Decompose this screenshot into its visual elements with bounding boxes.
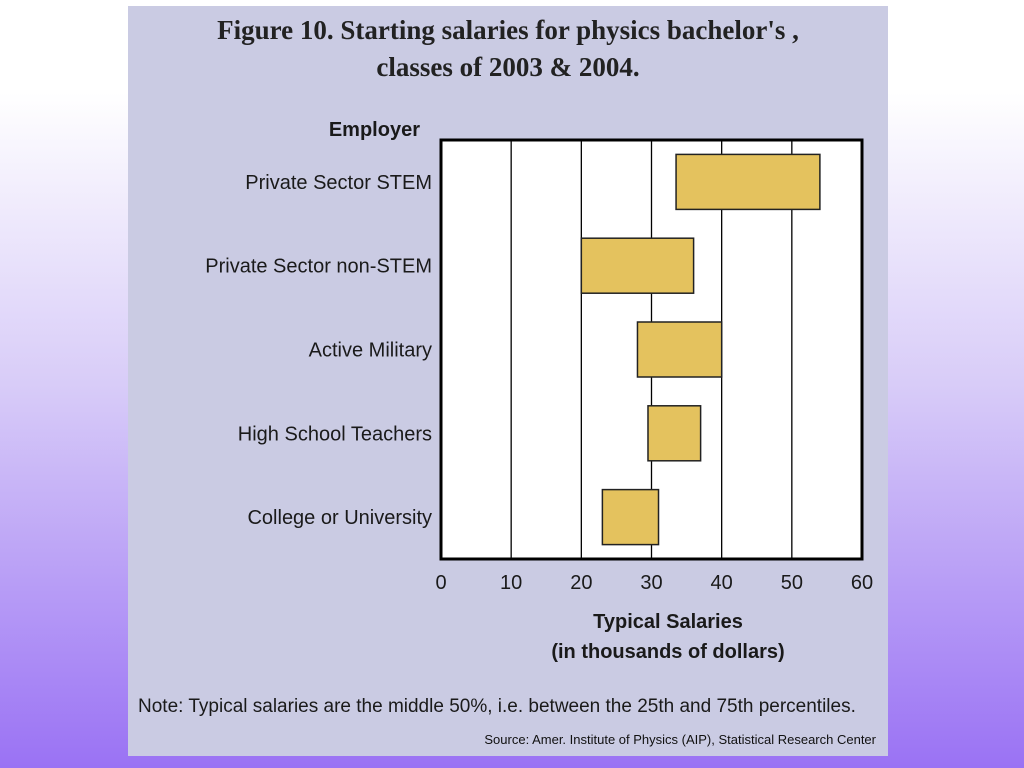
tick-label-60: 60 bbox=[851, 572, 873, 594]
tick-label-30: 30 bbox=[640, 572, 662, 594]
tick-label-0: 0 bbox=[435, 572, 446, 594]
bars bbox=[580, 153, 821, 546]
tick-label-20: 20 bbox=[570, 572, 592, 594]
figure-panel: Figure 10. Starting salaries for physics… bbox=[128, 6, 888, 756]
source-credit: Source: Amer. Institute of Physics (AIP)… bbox=[484, 732, 876, 747]
bar-3 bbox=[636, 321, 723, 378]
x-axis-title-line2: (in thousands of dollars) bbox=[551, 641, 784, 663]
x-axis-title-line1: Typical Salaries bbox=[593, 611, 743, 633]
bar-5 bbox=[601, 488, 660, 546]
category-label-1: Private Sector STEM bbox=[245, 172, 432, 194]
category-labels: Private Sector STEM Private Sector non-ST… bbox=[205, 172, 432, 529]
bar-2 bbox=[580, 237, 695, 294]
figure-title: Figure 10. Starting salaries for physics… bbox=[128, 12, 888, 86]
category-label-3: Active Military bbox=[309, 340, 432, 362]
category-label-5: College or University bbox=[247, 507, 432, 529]
figure-title-line2: classes of 2003 & 2004. bbox=[376, 52, 640, 82]
figure-title-line1: Figure 10. Starting salaries for physics… bbox=[217, 15, 799, 45]
tick-label-50: 50 bbox=[781, 572, 803, 594]
bar-1 bbox=[675, 153, 821, 211]
tick-label-40: 40 bbox=[711, 572, 733, 594]
category-label-4: High School Teachers bbox=[238, 423, 432, 445]
footnote: Note: Typical salaries are the middle 50… bbox=[138, 696, 856, 717]
tick-label-10: 10 bbox=[500, 572, 522, 594]
tick-labels: 0 10 20 30 40 50 60 bbox=[435, 572, 873, 594]
y-axis-title: Employer bbox=[329, 119, 420, 141]
bar-4 bbox=[647, 405, 702, 462]
category-label-2: Private Sector non-STEM bbox=[205, 256, 432, 278]
